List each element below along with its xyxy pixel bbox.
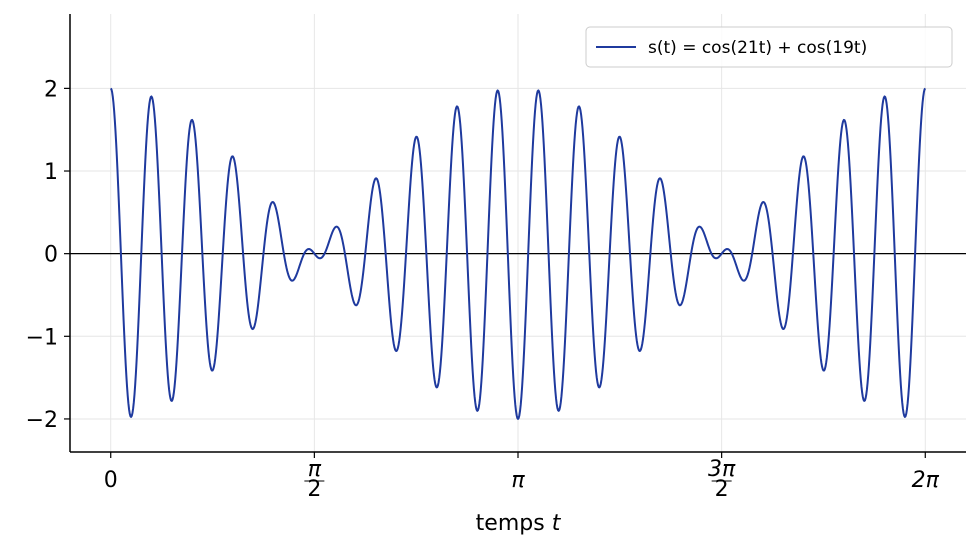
y-tick-label-0: −2 (26, 408, 58, 433)
x-tick-label-0: 0 (104, 468, 118, 493)
x-tick-label-2: π (511, 468, 525, 493)
y-tick-label-2: 0 (44, 243, 58, 268)
x-tick-label-4: 2π (912, 468, 940, 493)
x-tick-label-1: π2 (304, 457, 325, 502)
svg-text:3π: 3π (708, 457, 736, 482)
series-line-s-of-t (109, 87, 927, 420)
y-tick-label-1: −1 (26, 325, 58, 350)
y-tick-label-4: 2 (44, 77, 58, 102)
x-axis-label: temps t (476, 511, 562, 536)
grid (70, 14, 966, 452)
legend-box (585, 26, 953, 68)
svg-text:2: 2 (307, 477, 321, 502)
x-ticks: 0 π2 π 3π2 2π (104, 452, 940, 502)
y-ticks: −2 −1 0 1 2 (26, 77, 70, 433)
legend: s(t) = cos(21t) + cos(19t) (585, 26, 953, 68)
x-tick-label-3: 3π2 (708, 457, 736, 502)
svg-text:π: π (308, 457, 322, 482)
y-tick-label-3: 1 (44, 160, 58, 185)
svg-text:2: 2 (715, 477, 729, 502)
legend-label: s(t) = cos(21t) + cos(19t) (648, 38, 867, 58)
